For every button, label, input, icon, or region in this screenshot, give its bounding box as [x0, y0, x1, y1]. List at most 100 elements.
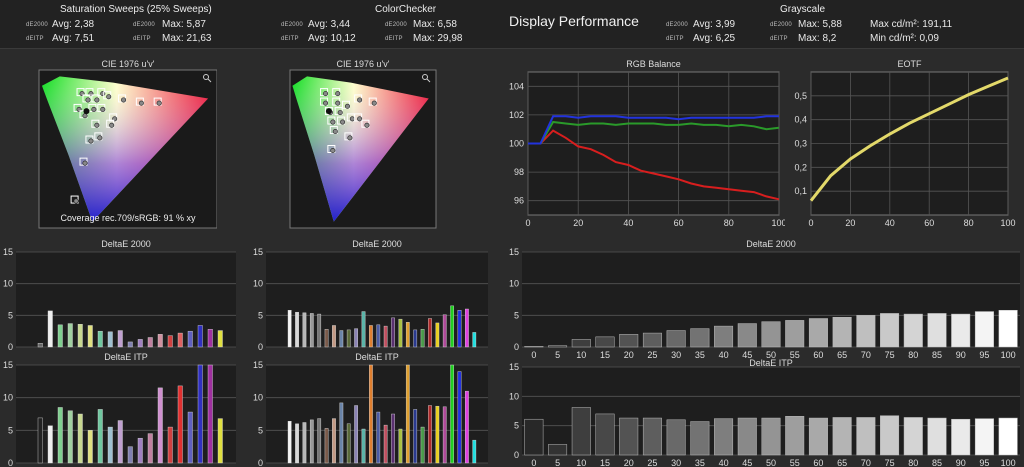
bar [398, 428, 403, 464]
bar [207, 329, 213, 348]
bar [376, 411, 381, 464]
bar [383, 424, 388, 464]
bar [413, 409, 418, 464]
measured-marker [88, 138, 94, 144]
x-tick-label: 85 [932, 458, 942, 467]
bar [57, 407, 63, 464]
bar [107, 331, 113, 348]
metric-value: Max: 8,2 [798, 33, 837, 44]
bar [619, 417, 639, 456]
x-tick-label: 55 [790, 350, 800, 358]
x-tick-label: 100 [1001, 350, 1016, 358]
measured-marker [357, 116, 363, 122]
metric-value: Avg: 7,51 [52, 33, 95, 44]
x-tick-label: 80 [908, 458, 918, 467]
y-tick-label: 0 [514, 342, 519, 352]
cie-title: CIE 1976 u'v' [102, 59, 155, 69]
y-tick-label: 104 [509, 81, 524, 91]
bar [187, 330, 193, 348]
y-tick-label: 15 [509, 362, 519, 372]
y-tick-label: 98 [514, 167, 524, 177]
chart-title: DeltaE ITP [355, 352, 399, 362]
bar [472, 439, 477, 464]
x-tick-label: 75 [885, 458, 895, 467]
deltae2000-grayscale-chart: DeltaE 2000 0 5 10 15 0 5 10 15 20 25 30 35 40 45 50 55 6… [509, 239, 1020, 358]
bar [207, 364, 213, 464]
bar [524, 418, 544, 456]
x-tick-label: 10 [576, 458, 586, 467]
chart-title: DeltaE 2000 [101, 239, 151, 249]
metric-tag: dEITP [770, 36, 788, 42]
bar [97, 409, 103, 464]
measured-marker [340, 119, 346, 125]
bar [167, 426, 173, 464]
series-line-green [528, 120, 780, 145]
bar [666, 419, 686, 456]
bar [369, 364, 373, 464]
measured-marker [100, 106, 106, 112]
measured-marker [138, 100, 144, 106]
x-tick-label: 55 [790, 458, 800, 467]
coverage-note: Coverage rec.709/sRGB: 91 % xy [60, 213, 196, 223]
bar [97, 330, 103, 348]
metric-tag: dE2000 [133, 22, 155, 28]
bar [287, 310, 292, 348]
bar [361, 311, 366, 348]
metric-tag: dE2000 [281, 22, 303, 28]
measured-marker [121, 97, 127, 103]
measured-marker [94, 97, 100, 103]
y-tick-label: 10 [253, 393, 263, 403]
x-tick-label: 60 [674, 218, 684, 228]
bar [808, 318, 828, 348]
deltae2000-colorchecker-chart: DeltaE 2000 0 5 10 15 [253, 239, 488, 350]
bar [548, 345, 568, 348]
bar [309, 419, 314, 464]
x-tick-label: 20 [624, 458, 634, 467]
bar [856, 315, 876, 348]
bar [67, 323, 73, 348]
bar [903, 313, 923, 348]
x-tick-label: 35 [695, 458, 705, 467]
metric-tag: dEITP [133, 36, 151, 42]
bar [346, 423, 351, 464]
bar [197, 364, 203, 464]
y-tick-label: 0 [258, 342, 263, 350]
y-tick-label: 5 [258, 425, 263, 435]
metric-tag: dE2000 [770, 22, 792, 28]
bar [714, 325, 734, 348]
header-bar: Saturation Sweeps (25% Sweeps) dE2000 Avg:… [0, 0, 1024, 49]
bar [880, 415, 900, 456]
bar [295, 311, 299, 348]
bar [548, 444, 568, 456]
metric-value: Max: 21,63 [162, 33, 212, 44]
x-tick-label: 100 [1001, 458, 1016, 467]
whitepoint-marker [83, 108, 90, 115]
x-tick-label: 60 [813, 458, 823, 467]
x-tick-label: 65 [837, 350, 847, 358]
bar [450, 364, 454, 464]
bar [137, 339, 143, 348]
bar [117, 420, 123, 464]
deltaeitp-saturation-chart: DeltaE ITP 0 5 10 15 [3, 352, 236, 467]
bar [428, 318, 432, 348]
bar [428, 405, 432, 464]
measured-marker [109, 122, 115, 128]
zoom-icon[interactable] [203, 74, 212, 83]
bar [361, 428, 366, 464]
bar [832, 316, 852, 348]
measured-marker [156, 100, 162, 106]
metric-value: Max: 6,58 [413, 19, 457, 30]
bar [571, 339, 591, 348]
x-tick-label: 60 [813, 350, 823, 358]
bar [405, 364, 410, 464]
zoom-icon[interactable] [422, 74, 431, 83]
bar [785, 416, 805, 456]
x-tick-label: 0 [808, 218, 813, 228]
y-tick-label: 5 [8, 310, 13, 320]
bar [302, 422, 307, 464]
x-tick-label: 20 [573, 218, 583, 228]
x-tick-label: 65 [837, 458, 847, 467]
measured-marker [357, 97, 363, 103]
bar [690, 421, 710, 456]
y-tick-label: 15 [253, 360, 263, 370]
